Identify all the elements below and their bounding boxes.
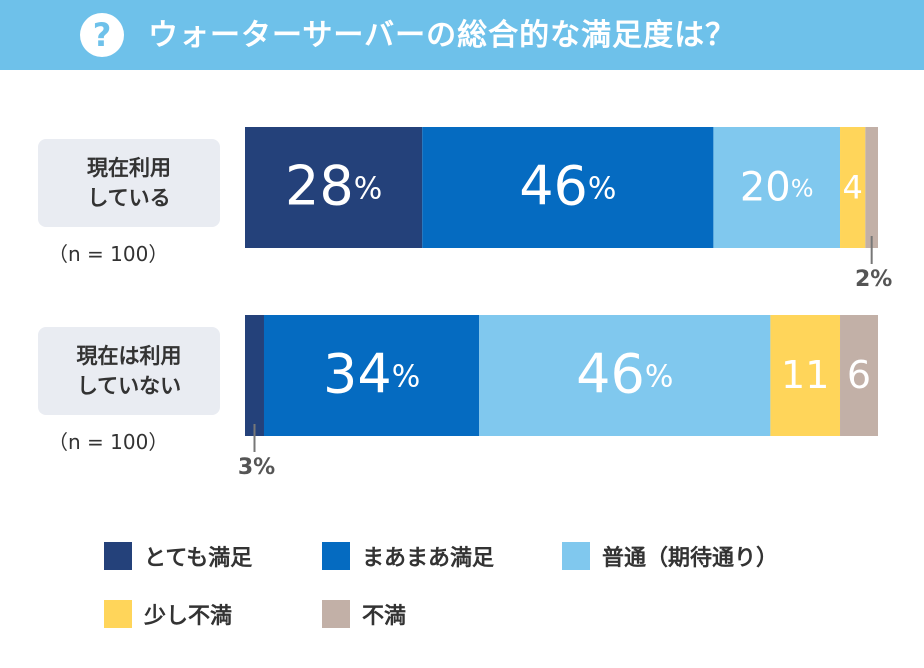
category-label-former-user: 現在は利用 していない [38, 327, 220, 415]
bar-segment [713, 127, 841, 248]
legend-item-normal: 普通（期待通り） [562, 540, 778, 572]
sample-size-label: （n = 100） [48, 430, 169, 454]
bar-segment [263, 315, 480, 436]
legend-label: 少し不満 [144, 604, 233, 629]
title-bar: ? ウォーターサーバーの総合的な満足度は？ [0, 0, 924, 70]
legend-swatch [322, 542, 350, 570]
data-label: 20% [740, 165, 814, 211]
legend-label: まあまあ満足 [362, 546, 495, 571]
bar-segment [865, 127, 878, 248]
legend-swatch [322, 600, 350, 628]
legend-item-somewhat-satisfied: まあまあ満足 [322, 540, 494, 572]
bar-segment [479, 315, 771, 436]
legend-swatch [562, 542, 590, 570]
sample-size-label: （n = 100） [48, 242, 169, 266]
legend-label: とても満足 [144, 546, 253, 571]
bar-segment [770, 315, 841, 436]
data-label: 3% [238, 455, 275, 480]
bar-segment [245, 315, 264, 436]
data-label: 2% [855, 267, 892, 292]
category-label-current-user: 現在利用 している [38, 139, 220, 227]
legend-label: 不満 [362, 604, 407, 629]
category-label-line: 現在は利用 [76, 344, 182, 368]
data-label: 11 [781, 353, 829, 397]
category-label-line: している [87, 186, 171, 210]
bar-segment [840, 127, 866, 248]
legend-item-slightly-dissatisfied: 少し不満 [104, 598, 232, 630]
data-label: 34% [323, 342, 420, 405]
data-label: 6 [847, 353, 871, 397]
legend-item-dissatisfied: 不満 [322, 598, 406, 630]
legend-swatch [104, 542, 132, 570]
data-label: 46% [576, 342, 673, 405]
data-label: 28% [285, 154, 382, 217]
data-label: 4 [843, 169, 863, 207]
bar-segment [422, 127, 714, 248]
legend-item-very-satisfied: とても満足 [104, 540, 252, 572]
legend-swatch [104, 600, 132, 628]
data-label: 46% [519, 154, 616, 217]
legend-label: 普通（期待通り） [602, 546, 779, 571]
bar-segment [840, 315, 878, 436]
bar-segment [245, 127, 423, 248]
chart-title: ウォーターサーバーの総合的な満足度は？ [148, 18, 737, 53]
category-label-line: 現在利用 [87, 156, 171, 180]
category-label-line: していない [76, 374, 182, 398]
question-icon: ? [80, 13, 124, 57]
